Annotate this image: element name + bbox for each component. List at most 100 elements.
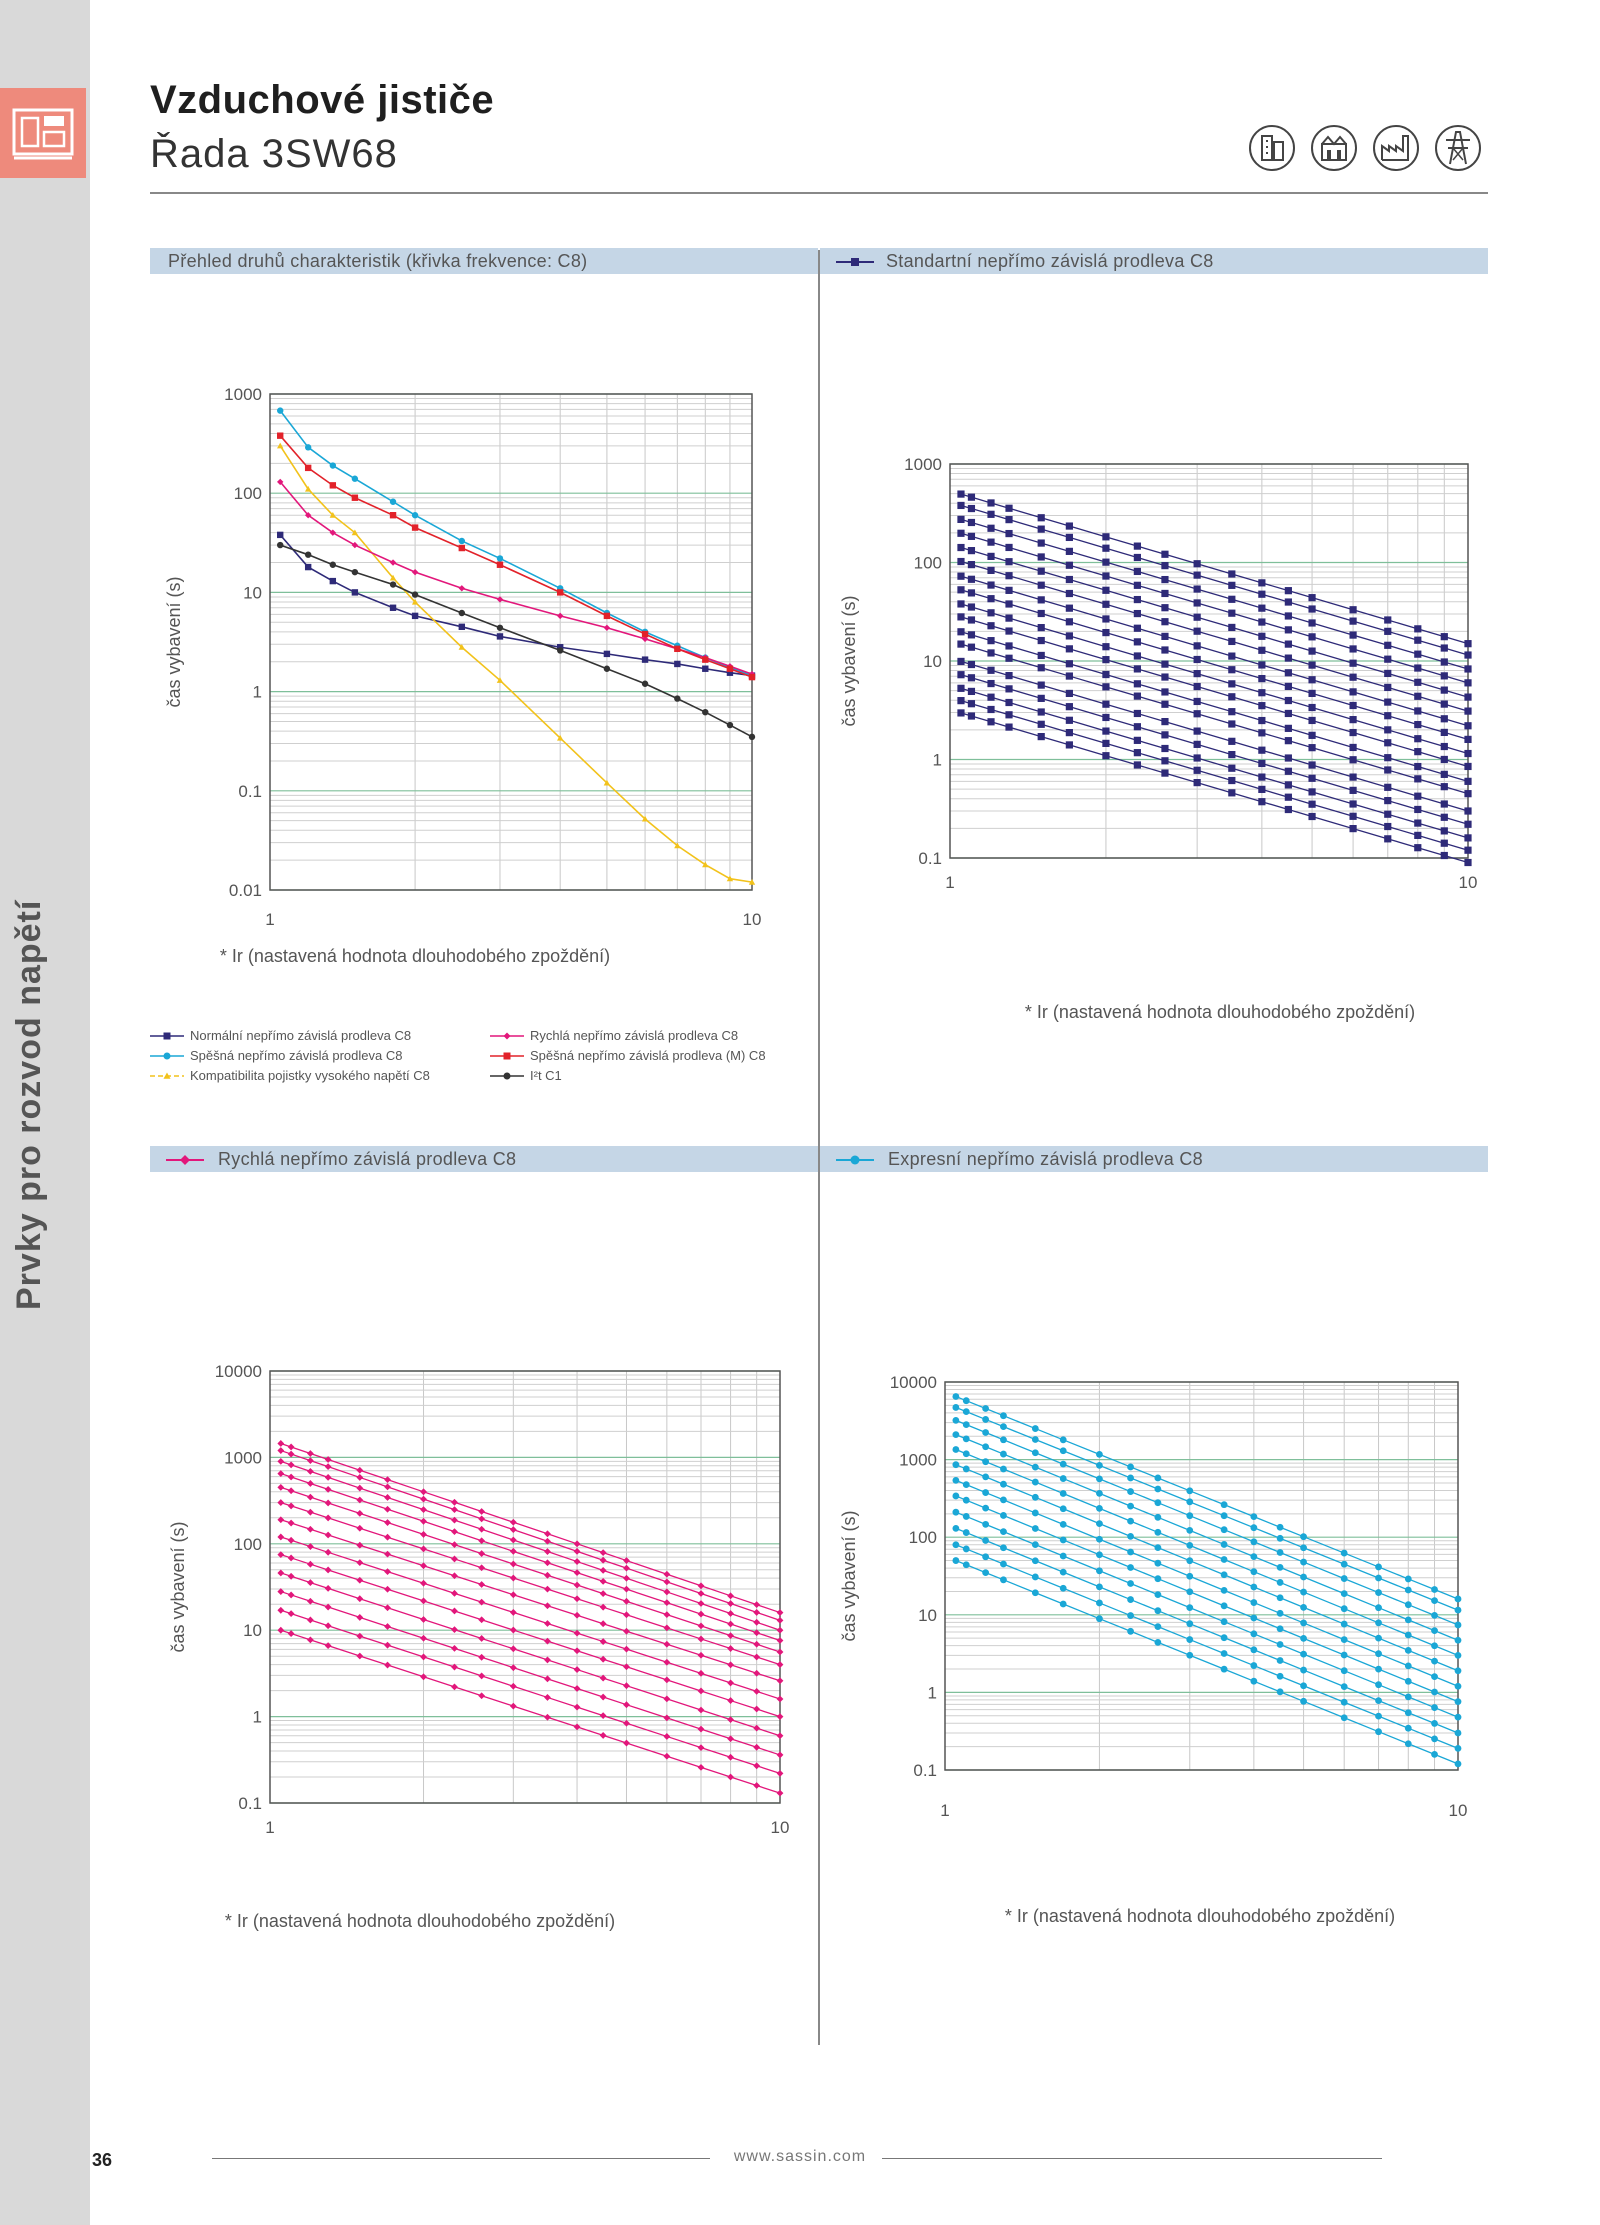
data-point — [952, 1492, 960, 1500]
data-point — [1186, 1604, 1194, 1612]
data-point — [1193, 754, 1201, 762]
data-point — [1154, 1591, 1162, 1599]
data-point — [1161, 646, 1169, 654]
data-point — [411, 591, 419, 598]
series-line — [279, 544, 753, 738]
data-point — [1193, 697, 1201, 706]
legend-marker — [163, 1072, 171, 1079]
data-point — [1000, 1544, 1007, 1552]
data-point — [1005, 654, 1013, 662]
data-point — [509, 1591, 517, 1599]
data-point — [1340, 1651, 1348, 1659]
data-point — [1284, 598, 1292, 606]
data-point — [1284, 754, 1292, 762]
data-point — [1454, 1651, 1462, 1659]
data-point — [663, 1599, 671, 1607]
data-point — [1031, 1425, 1039, 1432]
data-point — [1414, 625, 1422, 633]
data-point — [702, 861, 709, 868]
data-point — [1349, 688, 1357, 696]
data-point — [1096, 1520, 1103, 1528]
data-point — [1258, 590, 1266, 598]
data-point — [987, 693, 995, 701]
data-point — [1193, 571, 1201, 579]
data-point — [1384, 698, 1392, 706]
data-point — [987, 581, 995, 589]
data-point — [967, 575, 976, 583]
data-point — [1193, 627, 1201, 635]
data-point — [1349, 812, 1357, 820]
data-point — [952, 1541, 960, 1549]
data-point — [389, 574, 397, 581]
curve-1 — [957, 697, 1472, 854]
curve-2 — [277, 1588, 784, 1759]
data-point — [478, 1581, 486, 1588]
y-tick-label: 1000 — [904, 455, 942, 474]
series-1 — [277, 407, 756, 679]
curve-0 — [957, 709, 1472, 867]
data-point — [1127, 1517, 1134, 1525]
data-point — [1065, 672, 1073, 680]
data-point — [663, 1588, 671, 1596]
data-point — [1276, 1523, 1284, 1531]
data-point — [1258, 729, 1266, 737]
data-point — [1414, 650, 1422, 658]
data-point — [1154, 1559, 1162, 1567]
data-point — [599, 1655, 607, 1663]
data-point — [1127, 1463, 1134, 1471]
data-point — [1464, 834, 1472, 842]
data-point — [277, 1483, 285, 1491]
band-standard-title: Standartní nepřímo závislá prodleva C8 — [886, 251, 1214, 271]
data-point — [1404, 1616, 1412, 1624]
data-point — [277, 1499, 285, 1506]
data-point — [544, 1656, 551, 1664]
data-point — [1186, 1572, 1194, 1580]
data-point — [478, 1508, 486, 1515]
data-point — [329, 462, 337, 469]
data-point — [306, 1560, 314, 1568]
curve-4 — [952, 1492, 1462, 1706]
footer-line-right — [882, 2158, 1382, 2159]
series-line — [960, 712, 1469, 864]
data-point — [1031, 1557, 1039, 1565]
data-point — [1440, 633, 1448, 641]
data-point — [1161, 757, 1169, 765]
data-point — [674, 660, 681, 668]
data-point — [1228, 623, 1236, 632]
data-point — [1284, 781, 1292, 789]
y-axis-label: čas vybavení (s) — [839, 595, 859, 726]
data-point — [1308, 594, 1316, 602]
data-point — [573, 1611, 581, 1619]
series-line — [960, 518, 1469, 670]
data-point — [478, 1550, 486, 1557]
data-point — [420, 1488, 427, 1496]
data-point — [556, 734, 564, 741]
data-point — [697, 1706, 705, 1714]
data-point — [1154, 1485, 1162, 1493]
series-line — [280, 1501, 781, 1666]
data-point — [324, 1531, 332, 1539]
data-point — [478, 1537, 486, 1545]
data-point — [1464, 693, 1472, 701]
data-point — [1276, 1579, 1284, 1586]
legend-swatch — [150, 1072, 184, 1079]
data-point — [1037, 733, 1045, 741]
data-point — [641, 680, 649, 687]
data-point — [1193, 710, 1201, 718]
data-point — [1258, 773, 1266, 781]
curve-4 — [277, 1551, 784, 1720]
series-line — [955, 1419, 1459, 1626]
data-point — [1349, 800, 1357, 808]
data-point — [1375, 1589, 1382, 1596]
data-point — [451, 1528, 458, 1536]
data-point — [962, 1561, 970, 1569]
legend-label: Spěšná nepřímo závislá prodleva (M) C8 — [530, 1048, 766, 1063]
data-point — [1059, 1447, 1067, 1455]
data-point — [411, 612, 419, 620]
data-point — [1127, 1474, 1134, 1482]
y-tick-label: 100 — [914, 554, 942, 573]
data-point — [277, 432, 284, 439]
data-point — [1250, 1662, 1258, 1669]
data-point — [1186, 1651, 1194, 1659]
data-point — [1384, 641, 1392, 649]
